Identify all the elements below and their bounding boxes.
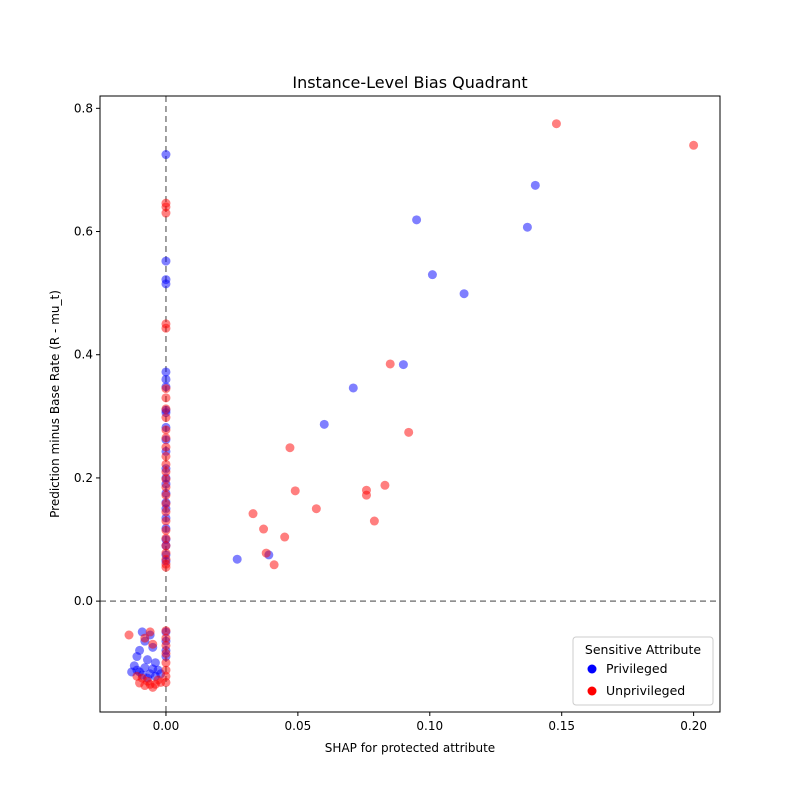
- point-privileged: [142, 655, 152, 665]
- point-unprivileged: [161, 499, 171, 509]
- legend-box: [572, 636, 714, 706]
- point-unprivileged: [161, 404, 171, 414]
- point-unprivileged: [161, 384, 171, 394]
- point-privileged: [161, 150, 171, 160]
- point-unprivileged: [161, 562, 171, 572]
- point-unprivileged: [689, 140, 699, 150]
- point-unprivileged: [551, 119, 561, 129]
- point-unprivileged: [290, 486, 300, 496]
- x-tick-label: 0.15: [548, 719, 575, 733]
- point-unprivileged: [285, 443, 295, 453]
- point-privileged: [412, 215, 422, 225]
- point-unprivileged: [380, 480, 390, 490]
- point-unprivileged: [161, 425, 171, 435]
- point-unprivileged: [156, 677, 166, 687]
- point-unprivileged: [161, 525, 171, 535]
- point-unprivileged: [148, 639, 158, 649]
- point-unprivileged: [161, 208, 171, 218]
- y-tick-label: 0.8: [74, 101, 93, 115]
- x-axis-label: SHAP for protected attribute: [325, 741, 495, 755]
- point-unprivileged: [161, 413, 171, 423]
- y-axis-label: Prediction minus Base Rate (R - mu_t): [48, 290, 62, 518]
- point-unprivileged: [161, 451, 171, 461]
- point-unprivileged: [248, 509, 258, 519]
- point-unprivileged: [161, 533, 171, 543]
- legend: Sensitive Attribute Privileged Unprivile…: [572, 636, 714, 706]
- point-unprivileged: [311, 504, 321, 514]
- point-privileged: [232, 554, 242, 564]
- point-unprivileged: [369, 516, 379, 526]
- y-axis-ticks: 0.0 0.2 0.4 0.6 0.8: [74, 101, 100, 608]
- legend-title: Sensitive Attribute: [585, 642, 701, 657]
- point-unprivileged: [161, 665, 171, 675]
- point-unprivileged: [132, 671, 142, 681]
- point-unprivileged: [148, 682, 158, 692]
- y-tick-label: 0.0: [74, 594, 93, 608]
- x-tick-label: 0.00: [153, 719, 180, 733]
- y-tick-label: 0.2: [74, 471, 93, 485]
- point-unprivileged: [161, 490, 171, 500]
- point-unprivileged: [161, 202, 171, 212]
- point-unprivileged: [404, 427, 414, 437]
- point-privileged: [522, 222, 532, 232]
- point-unprivileged: [140, 633, 150, 643]
- point-unprivileged: [161, 474, 171, 484]
- point-unprivileged: [161, 393, 171, 403]
- legend-entry-privileged: Privileged: [606, 661, 668, 676]
- point-unprivileged: [124, 630, 134, 640]
- point-unprivileged: [161, 548, 171, 558]
- point-unprivileged: [259, 524, 269, 534]
- x-tick-label: 0.20: [680, 719, 707, 733]
- point-unprivileged: [161, 658, 171, 668]
- point-unprivileged: [140, 681, 150, 691]
- point-privileged: [319, 419, 329, 429]
- point-unprivileged: [161, 648, 171, 658]
- legend-marker-privileged: [587, 664, 597, 674]
- point-unprivileged: [161, 482, 171, 492]
- y-tick-label: 0.6: [74, 225, 93, 239]
- point-privileged: [459, 289, 469, 299]
- reference-lines: [100, 96, 720, 712]
- point-privileged: [161, 367, 171, 377]
- x-tick-label: 0.10: [416, 719, 443, 733]
- legend-entry-unprivileged: Unprivileged: [606, 683, 685, 698]
- point-privileged: [161, 374, 171, 384]
- point-unprivileged: [161, 467, 171, 477]
- point-unprivileged: [261, 548, 271, 558]
- point-privileged: [132, 652, 142, 662]
- point-unprivileged: [145, 627, 155, 637]
- point-privileged: [398, 360, 408, 370]
- point-unprivileged: [161, 541, 171, 551]
- point-privileged: [161, 279, 171, 289]
- point-unprivileged: [161, 516, 171, 526]
- point-privileged: [348, 383, 358, 393]
- point-unprivileged: [161, 442, 171, 452]
- point-privileged: [161, 256, 171, 266]
- point-unprivileged: [280, 532, 290, 542]
- plot-area-frame: [99, 95, 721, 713]
- point-unprivileged: [161, 433, 171, 443]
- point-unprivileged: [385, 359, 395, 369]
- chart-title: Instance-Level Bias Quadrant: [292, 73, 527, 92]
- y-tick-label: 0.4: [74, 348, 93, 362]
- point-unprivileged: [161, 640, 171, 650]
- point-privileged: [427, 270, 437, 280]
- x-tick-label: 0.05: [285, 719, 312, 733]
- point-unprivileged: [161, 633, 171, 643]
- legend-marker-unprivileged: [587, 686, 597, 696]
- data-points: [124, 119, 699, 692]
- point-unprivileged: [161, 626, 171, 636]
- point-unprivileged: [161, 459, 171, 469]
- point-unprivileged: [269, 560, 279, 570]
- x-axis-ticks: 0.00 0.05 0.10 0.15 0.20: [153, 712, 707, 733]
- point-unprivileged: [161, 323, 171, 333]
- point-unprivileged: [161, 671, 171, 681]
- point-privileged: [530, 180, 540, 190]
- point-unprivileged: [161, 507, 171, 517]
- point-unprivileged: [361, 485, 371, 495]
